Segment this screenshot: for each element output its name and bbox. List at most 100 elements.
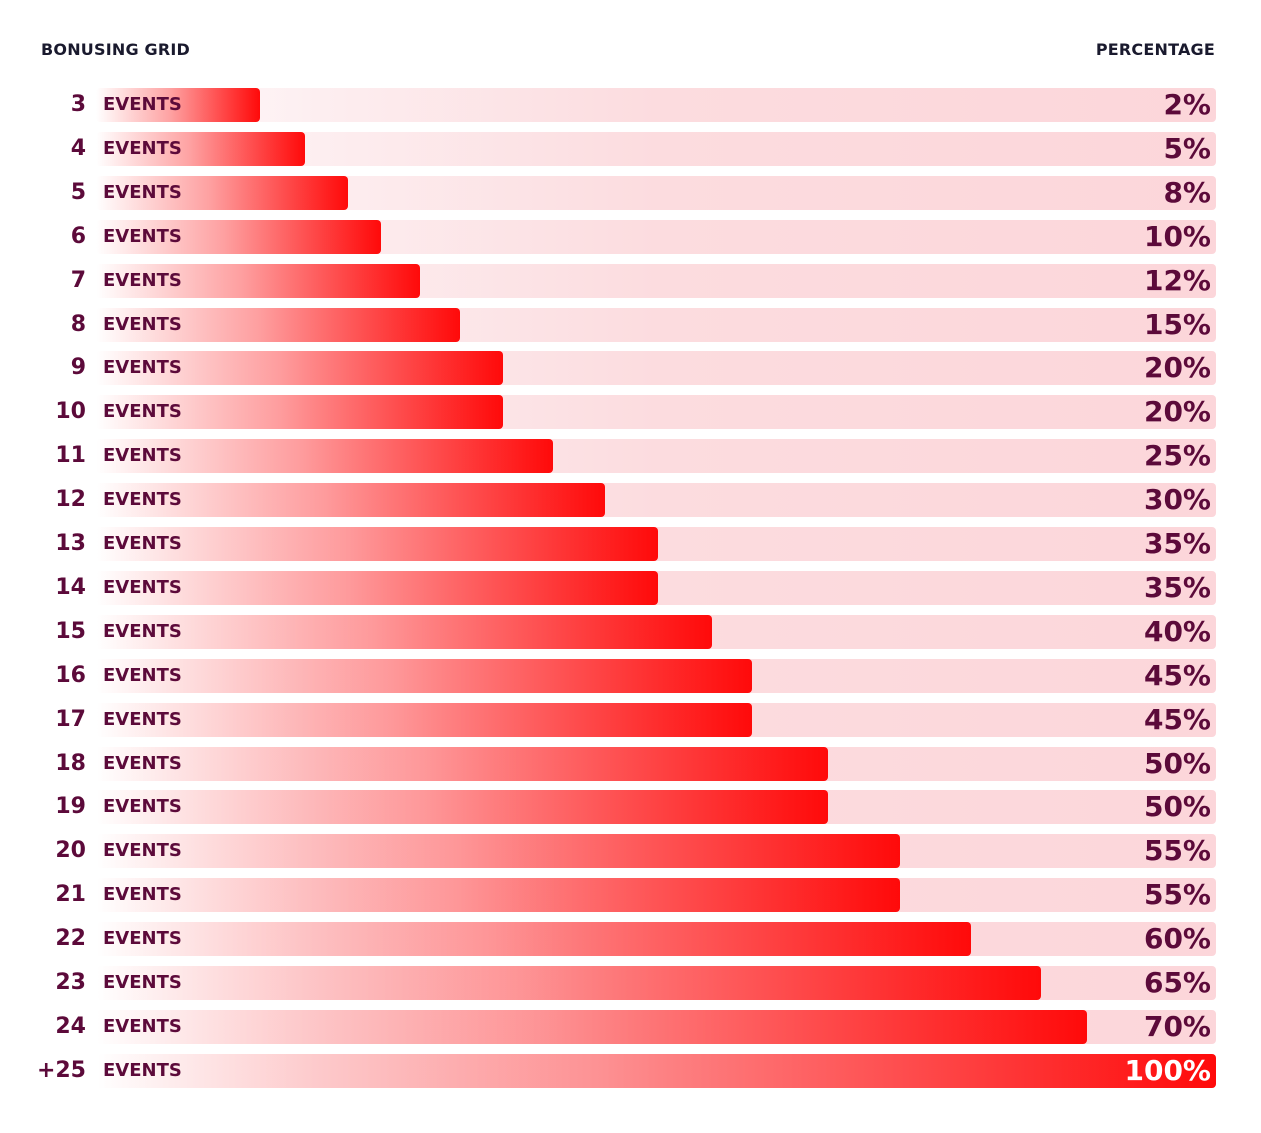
percentage-value: 35% <box>1143 571 1211 604</box>
bar-fill <box>96 1054 1216 1088</box>
percentage-value: 50% <box>1143 790 1211 823</box>
bar-fill <box>96 703 752 737</box>
events-label: EVENTS <box>103 445 182 466</box>
bar-fill <box>96 527 658 561</box>
events-label: EVENTS <box>103 94 182 115</box>
events-label: EVENTS <box>103 928 182 949</box>
percentage-value: 40% <box>1143 615 1211 648</box>
bar-fill <box>96 351 503 385</box>
events-label: EVENTS <box>103 577 182 598</box>
percentage-value: 10% <box>1143 220 1211 253</box>
percentage-header: PERCENTAGE <box>1095 40 1215 59</box>
percentage-value: 35% <box>1143 527 1211 560</box>
bar-fill <box>96 1010 1087 1044</box>
events-label: EVENTS <box>103 401 182 422</box>
events-label: EVENTS <box>103 884 182 905</box>
event-count: 3 <box>70 92 86 117</box>
bar-row: 20 EVENTS 55% <box>0 834 1261 868</box>
bar-fill <box>96 308 460 342</box>
percentage-value: 50% <box>1143 747 1211 780</box>
event-count: 4 <box>70 136 86 161</box>
chart-title: BONUSING GRID <box>41 40 191 59</box>
event-count: 5 <box>70 180 86 205</box>
bar-row: +25 EVENTS 100% <box>0 1054 1261 1088</box>
event-count: 18 <box>55 751 86 776</box>
event-count: 7 <box>70 268 86 293</box>
bar-fill <box>96 922 971 956</box>
percentage-value: 25% <box>1143 439 1211 472</box>
percentage-value: 65% <box>1143 966 1211 999</box>
bar-fill <box>96 395 503 429</box>
bar-row: 19 EVENTS 50% <box>0 790 1261 824</box>
percentage-value: 70% <box>1143 1010 1211 1043</box>
bar-row: 14 EVENTS 35% <box>0 571 1261 605</box>
events-label: EVENTS <box>103 533 182 554</box>
event-count: 24 <box>55 1014 86 1039</box>
bar-row: 4 EVENTS 5% <box>0 132 1261 166</box>
events-label: EVENTS <box>103 357 182 378</box>
bar-fill <box>96 659 752 693</box>
event-count: 22 <box>55 926 86 951</box>
events-label: EVENTS <box>103 665 182 686</box>
events-label: EVENTS <box>103 270 182 291</box>
events-label: EVENTS <box>103 709 182 730</box>
events-label: EVENTS <box>103 489 182 510</box>
bar-fill <box>96 790 828 824</box>
events-label: EVENTS <box>103 796 182 817</box>
event-count: 23 <box>55 970 86 995</box>
event-count: 11 <box>55 443 86 468</box>
event-count: 9 <box>70 355 86 380</box>
bar-row: 24 EVENTS 70% <box>0 1010 1261 1044</box>
bar-row: 23 EVENTS 65% <box>0 966 1261 1000</box>
bar-row: 15 EVENTS 40% <box>0 615 1261 649</box>
event-count: 8 <box>70 312 86 337</box>
bar-fill <box>96 176 348 210</box>
events-label: EVENTS <box>103 840 182 861</box>
bar-fill <box>96 571 658 605</box>
bar-fill <box>96 878 900 912</box>
bar-fill <box>96 747 828 781</box>
bar-fill <box>96 966 1041 1000</box>
bar-row: 7 EVENTS 12% <box>0 264 1261 298</box>
events-label: EVENTS <box>103 1060 182 1081</box>
bar-fill <box>96 439 553 473</box>
bar-row: 9 EVENTS 20% <box>0 351 1261 385</box>
percentage-value: 60% <box>1143 922 1211 955</box>
bar-row: 17 EVENTS 45% <box>0 703 1261 737</box>
percentage-value: 20% <box>1143 351 1211 384</box>
bar-row: 18 EVENTS 50% <box>0 747 1261 781</box>
event-count: 21 <box>55 882 86 907</box>
bar-row: 12 EVENTS 30% <box>0 483 1261 517</box>
percentage-value: 12% <box>1143 264 1211 297</box>
percentage-value: 5% <box>1163 132 1211 165</box>
bar-fill <box>96 615 712 649</box>
bar-fill <box>96 88 260 122</box>
event-count: 12 <box>55 487 86 512</box>
bar-row: 16 EVENTS 45% <box>0 659 1261 693</box>
bar-track <box>96 88 1216 122</box>
percentage-value: 45% <box>1143 659 1211 692</box>
events-label: EVENTS <box>103 1016 182 1037</box>
percentage-value: 100% <box>1124 1054 1211 1087</box>
bar-row: 10 EVENTS 20% <box>0 395 1261 429</box>
bar-fill <box>96 132 305 166</box>
events-label: EVENTS <box>103 972 182 993</box>
event-count: 19 <box>55 794 86 819</box>
bar-row: 5 EVENTS 8% <box>0 176 1261 210</box>
bar-fill <box>96 220 381 254</box>
event-count: 17 <box>55 707 86 732</box>
event-count: 13 <box>55 531 86 556</box>
percentage-value: 8% <box>1163 176 1211 209</box>
bar-fill <box>96 264 420 298</box>
percentage-value: 30% <box>1143 483 1211 516</box>
bar-row: 11 EVENTS 25% <box>0 439 1261 473</box>
event-count: 10 <box>55 399 86 424</box>
bar-fill <box>96 483 605 517</box>
event-count: 14 <box>55 575 86 600</box>
events-label: EVENTS <box>103 182 182 203</box>
event-count: 16 <box>55 663 86 688</box>
event-count: +25 <box>36 1058 86 1083</box>
events-label: EVENTS <box>103 621 182 642</box>
bar-row: 6 EVENTS 10% <box>0 220 1261 254</box>
